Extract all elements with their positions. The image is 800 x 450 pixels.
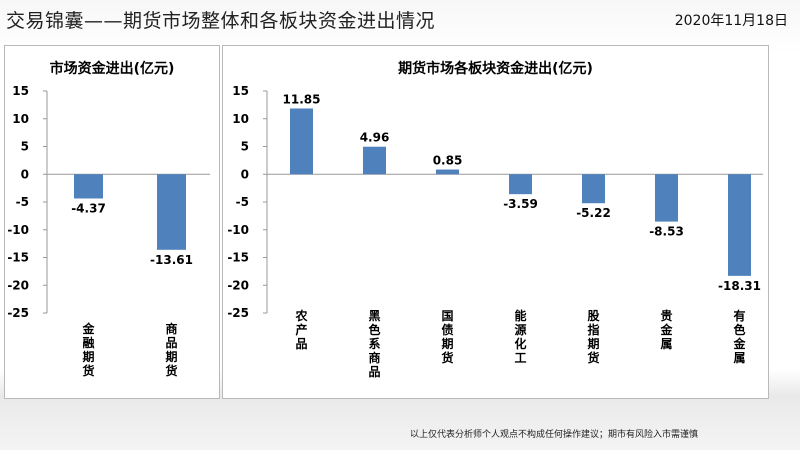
bar bbox=[74, 174, 103, 199]
sector-flow-panel: 期货市场各板块资金进出(亿元) 15 10 5 0 -5 -10 -15 -20 -25 11.8… bbox=[222, 45, 769, 399]
category-label: 有色金属 bbox=[732, 308, 746, 365]
y-tick-label: 10 bbox=[232, 112, 249, 126]
category-label: 国债期货 bbox=[441, 309, 453, 365]
y-tick-label: -10 bbox=[227, 223, 249, 237]
bar bbox=[728, 174, 751, 276]
data-label: 0.85 bbox=[433, 154, 463, 168]
category-label: 贵金属 bbox=[659, 308, 673, 351]
data-label: -5.22 bbox=[576, 206, 611, 220]
y-tick-label: -5 bbox=[236, 195, 249, 209]
y-tick-label: -5 bbox=[16, 195, 29, 209]
data-label: -8.53 bbox=[649, 225, 684, 239]
report-date: 2020年11月18日 bbox=[674, 13, 788, 29]
y-tick-label: -10 bbox=[7, 223, 29, 237]
sector-flow-chart-title: 期货市场各板块资金进出(亿元) bbox=[398, 61, 593, 77]
y-tick-label: 10 bbox=[12, 112, 29, 126]
bar bbox=[509, 174, 532, 195]
category-label: 农产品 bbox=[294, 308, 307, 351]
bar bbox=[157, 174, 186, 250]
category-label: 金融期货 bbox=[81, 321, 95, 378]
sector-flow-chart: 15 10 5 0 -5 -10 -15 -20 -25 11.85 农产品 4.96 黑色系商品 0.8… bbox=[227, 84, 763, 379]
category-label: 黑色系商品 bbox=[368, 309, 380, 379]
disclaimer-text: 以上仅代表分析师个人观点不构成任何操作建议；期市有风险入市需谨慎 bbox=[410, 430, 699, 440]
y-tick-label: 5 bbox=[21, 140, 29, 154]
bar bbox=[655, 174, 678, 222]
data-label: -4.37 bbox=[71, 202, 106, 216]
y-tick-label: -15 bbox=[227, 251, 249, 265]
data-label: 11.85 bbox=[283, 92, 321, 106]
bar bbox=[290, 108, 313, 175]
data-label: -18.31 bbox=[718, 279, 761, 293]
y-tick-label: -15 bbox=[7, 251, 29, 265]
market-flow-chart: 15 10 5 0 -5 -10 -15 -20 -25 -4.37 金融期货 -13.61 商品期货 bbox=[7, 84, 210, 378]
y-tick-label: 15 bbox=[232, 84, 249, 98]
y-tick-label: -20 bbox=[7, 278, 29, 292]
category-label: 股指期货 bbox=[587, 308, 600, 365]
market-flow-panel: 市场资金进出(亿元) 15 10 5 0 -5 -10 -15 -20 -25 -4.37 金融期货… bbox=[4, 45, 220, 399]
bar bbox=[363, 146, 386, 175]
y-tick-label: -25 bbox=[7, 306, 29, 320]
page-title: 交易锦囊——期货市场整体和各板块资金进出情况 bbox=[6, 10, 436, 32]
data-label: -3.59 bbox=[503, 197, 538, 211]
y-tick-label: 5 bbox=[241, 140, 249, 154]
data-label: -13.61 bbox=[150, 253, 193, 267]
data-label: 4.96 bbox=[360, 131, 390, 145]
y-tick-label: 0 bbox=[241, 167, 249, 181]
category-label: 能源化工 bbox=[514, 308, 526, 365]
y-tick-label: -20 bbox=[227, 278, 249, 292]
bar bbox=[582, 174, 605, 204]
bar bbox=[436, 169, 459, 175]
y-tick-label: 15 bbox=[12, 84, 29, 98]
y-tick-label: -25 bbox=[227, 306, 249, 320]
category-label: 商品期货 bbox=[165, 321, 177, 378]
market-flow-chart-title: 市场资金进出(亿元) bbox=[49, 61, 175, 77]
y-tick-label: 0 bbox=[21, 167, 29, 181]
